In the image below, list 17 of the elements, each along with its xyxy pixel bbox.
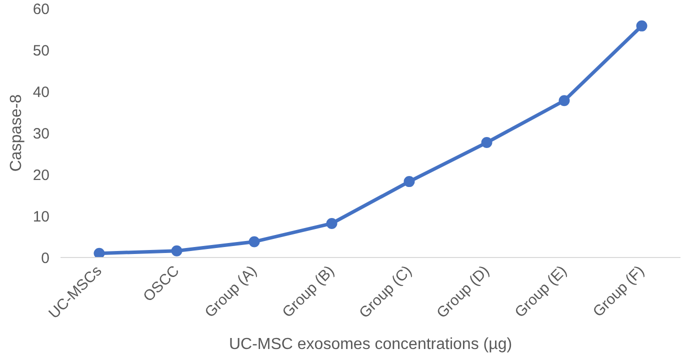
y-tick-label: 60: [32, 1, 50, 18]
y-tick-label: 0: [41, 250, 50, 267]
point: [558, 95, 570, 106]
point: [481, 137, 492, 148]
point: [404, 176, 415, 188]
point: [171, 245, 182, 256]
x-axis-title: UC-MSC exosomes concentrations (µg): [228, 336, 512, 354]
point: [326, 218, 338, 229]
point: [636, 20, 648, 32]
y-tick-label: 40: [32, 84, 50, 101]
y-tick-label: 10: [32, 208, 50, 226]
y-tick-label: 30: [32, 126, 50, 142]
point: [248, 236, 260, 248]
point: [94, 248, 105, 258]
y-tick-label: 50: [32, 42, 50, 60]
y-tick-label: 20: [32, 167, 50, 184]
y-axis-title: Caspase-8: [8, 94, 25, 172]
